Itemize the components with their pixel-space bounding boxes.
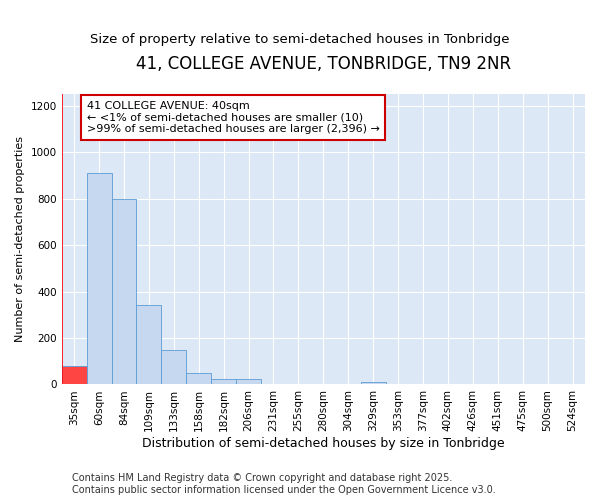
Title: 41, COLLEGE AVENUE, TONBRIDGE, TN9 2NR: 41, COLLEGE AVENUE, TONBRIDGE, TN9 2NR — [136, 55, 511, 73]
Text: 41 COLLEGE AVENUE: 40sqm
← <1% of semi-detached houses are smaller (10)
>99% of : 41 COLLEGE AVENUE: 40sqm ← <1% of semi-d… — [86, 101, 379, 134]
X-axis label: Distribution of semi-detached houses by size in Tonbridge: Distribution of semi-detached houses by … — [142, 437, 505, 450]
Bar — [62, 366, 86, 384]
Text: Size of property relative to semi-detached houses in Tonbridge: Size of property relative to semi-detach… — [90, 32, 510, 46]
Y-axis label: Number of semi-detached properties: Number of semi-detached properties — [15, 136, 25, 342]
Bar — [112, 198, 136, 384]
Bar — [136, 306, 161, 384]
Bar — [211, 378, 236, 384]
Bar — [236, 378, 261, 384]
Bar — [361, 382, 386, 384]
Text: Contains HM Land Registry data © Crown copyright and database right 2025.
Contai: Contains HM Land Registry data © Crown c… — [72, 474, 496, 495]
Bar — [161, 350, 186, 384]
Bar — [86, 173, 112, 384]
Bar — [186, 373, 211, 384]
